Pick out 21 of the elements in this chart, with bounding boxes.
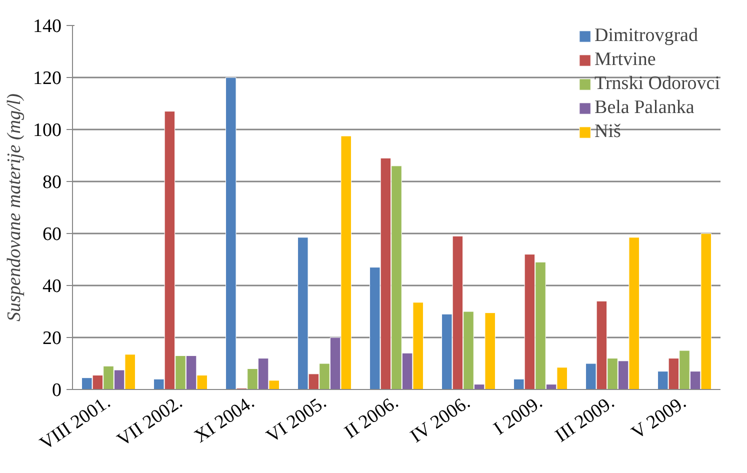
x-tick-label: V 2009. (628, 392, 690, 444)
y-tick-label: 100 (33, 120, 62, 141)
legend-label: Trnski Odorovci (594, 73, 720, 95)
x-tick-label: III 2009. (552, 392, 618, 447)
y-tick-label: 140 (33, 16, 62, 37)
legend-label: Mrtvine (594, 49, 656, 71)
legend-label: Dimitrovgrad (594, 25, 698, 47)
x-tick-label: VII 2002. (114, 392, 186, 451)
y-tick-label: 0 (52, 380, 62, 401)
y-tick-label: 40 (42, 276, 62, 297)
y-tick-label: 60 (42, 224, 62, 245)
legend-label: Bela Palanka (594, 97, 694, 119)
y-axis-title: Suspendovane materije (mg/l) (4, 94, 25, 322)
y-tick-label: 120 (33, 68, 62, 89)
x-tick-label: I 2009. (490, 392, 546, 440)
x-tick-label: II 2006. (340, 392, 402, 444)
y-tick-label: 20 (42, 328, 62, 349)
x-tick-label: IV 2006. (406, 392, 474, 448)
x-tick-label: XI 2004. (190, 392, 258, 448)
x-tick-label: VI 2005. (262, 392, 330, 448)
y-tick-label: 80 (42, 172, 62, 193)
